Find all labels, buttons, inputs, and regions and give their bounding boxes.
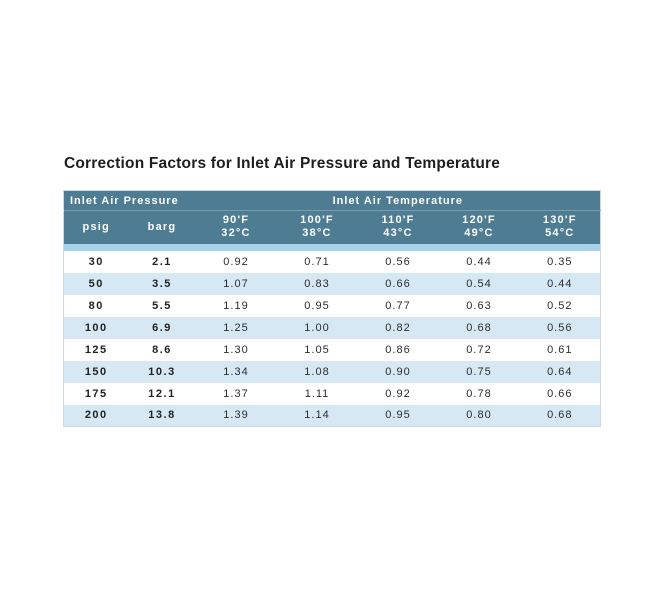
correction-factor-value: 0.72 [466, 343, 492, 356]
barg-value: 10.3 [148, 365, 176, 378]
temp-f-label: 90'F [222, 214, 250, 227]
group-header-row: Inlet Air Pressure Inlet Air Temperature [63, 190, 601, 211]
correction-factors-table: Inlet Air Pressure Inlet Air Temperature… [63, 190, 602, 427]
column-header-100f-38c: 100'F 38°C [276, 210, 358, 244]
psig-value: 175 [84, 387, 108, 400]
table-row: 50 3.5 1.07 0.83 0.66 0.54 0.44 [63, 272, 601, 295]
temp-f-label: 130'F [542, 214, 577, 227]
temp-c-label: 32°C [221, 227, 251, 240]
correction-factor-value: 0.64 [547, 365, 573, 378]
temp-c-label: 43°C [383, 227, 413, 240]
page-title: Correction Factors for Inlet Air Pressur… [64, 155, 501, 172]
barg-value: 12.1 [148, 387, 176, 400]
temp-c-label: 49°C [464, 227, 494, 240]
barg-value: 8.6 [152, 343, 172, 356]
header-spacer-strip [63, 243, 601, 251]
psig-value: 100 [84, 321, 108, 334]
table-body: 30 2.1 0.92 0.71 0.56 0.44 0.35 50 3.5 1.07 0.83 0.… [63, 250, 601, 427]
psig-value: 125 [84, 343, 108, 356]
correction-factor-value: 0.63 [466, 299, 492, 312]
correction-factor-value: 0.80 [466, 409, 492, 422]
correction-factor-value: 0.44 [466, 255, 492, 268]
correction-factor-value: 1.34 [223, 365, 249, 378]
table-row: 100 6.9 1.25 1.00 0.82 0.68 0.56 [63, 316, 601, 339]
correction-factor-value: 0.44 [547, 277, 573, 290]
correction-factor-value: 0.66 [385, 277, 411, 290]
psig-value: 150 [84, 365, 108, 378]
temp-f-label: 120'F [462, 214, 496, 227]
correction-factor-value: 0.92 [223, 255, 249, 268]
correction-factor-value: 1.30 [223, 343, 249, 356]
barg-value: 5.5 [152, 299, 172, 312]
correction-factor-value: 1.07 [223, 277, 249, 290]
temp-f-label: 100'F [300, 214, 334, 227]
column-header-psig: psig [63, 210, 129, 244]
table-row: 200 13.8 1.39 1.14 0.95 0.80 0.68 [63, 404, 601, 427]
correction-factor-value: 0.75 [466, 365, 492, 378]
correction-factor-value: 1.19 [223, 299, 249, 312]
correction-factor-value: 1.00 [304, 321, 330, 334]
correction-factor-value: 0.83 [304, 277, 330, 290]
correction-factor-value: 0.78 [466, 387, 492, 400]
correction-factor-value: 0.77 [385, 299, 411, 312]
psig-value: 200 [84, 409, 108, 422]
correction-factor-value: 0.52 [547, 299, 573, 312]
correction-factor-value: 1.14 [304, 409, 330, 422]
correction-factor-value: 0.68 [466, 321, 492, 334]
column-header-110f-43c: 110'F 43°C [357, 210, 439, 244]
correction-factor-value: 0.61 [547, 343, 573, 356]
table-row: 125 8.6 1.30 1.05 0.86 0.72 0.61 [63, 338, 601, 361]
spacer-cell [63, 243, 601, 251]
temp-c-label: 54°C [545, 227, 575, 240]
correction-factor-value: 0.56 [385, 255, 411, 268]
inlet-air-pressure-header: Inlet Air Pressure [63, 190, 196, 211]
correction-factor-value: 0.95 [304, 299, 330, 312]
temp-f-label: 110'F [381, 214, 415, 227]
correction-factor-value: 0.56 [547, 321, 573, 334]
psig-value: 30 [88, 255, 104, 268]
barg-value: 3.5 [152, 277, 172, 290]
column-header-130f-54c: 130'F 54°C [519, 210, 601, 244]
column-header-row: psig barg 90'F 32°C 100'F 38°C 110'F 43°… [63, 210, 601, 244]
inlet-air-temperature-header: Inlet Air Temperature [195, 190, 601, 211]
correction-factor-value: 0.71 [304, 255, 330, 268]
correction-factor-value: 1.05 [304, 343, 330, 356]
column-header-barg: barg [128, 210, 196, 244]
table-row: 30 2.1 0.92 0.71 0.56 0.44 0.35 [63, 250, 601, 273]
correction-factor-value: 0.68 [547, 409, 573, 422]
table-row: 175 12.1 1.37 1.11 0.92 0.78 0.66 [63, 382, 601, 405]
psig-value: 50 [88, 277, 104, 290]
table-row: 150 10.3 1.34 1.08 0.90 0.75 0.64 [63, 360, 601, 383]
correction-factor-value: 1.37 [223, 387, 249, 400]
column-header-90f-32c: 90'F 32°C [195, 210, 277, 244]
correction-factor-value: 0.95 [385, 409, 411, 422]
correction-factor-value: 1.39 [223, 409, 249, 422]
psig-value: 80 [88, 299, 104, 312]
correction-factor-value: 0.82 [385, 321, 411, 334]
correction-factor-value: 0.66 [547, 387, 573, 400]
correction-factor-value: 0.35 [547, 255, 573, 268]
barg-value: 6.9 [152, 321, 172, 334]
table-row: 80 5.5 1.19 0.95 0.77 0.63 0.52 [63, 294, 601, 317]
barg-value: 13.8 [148, 409, 176, 422]
correction-factor-value: 1.11 [304, 387, 330, 400]
correction-factor-value: 0.54 [466, 277, 492, 290]
barg-value: 2.1 [152, 255, 172, 268]
correction-factor-value: 1.25 [223, 321, 249, 334]
correction-factor-value: 1.08 [304, 365, 330, 378]
temp-c-label: 38°C [302, 227, 332, 240]
correction-factor-value: 0.92 [385, 387, 411, 400]
correction-factor-value: 0.86 [385, 343, 411, 356]
correction-factor-value: 0.90 [385, 365, 411, 378]
column-header-120f-49c: 120'F 49°C [438, 210, 520, 244]
